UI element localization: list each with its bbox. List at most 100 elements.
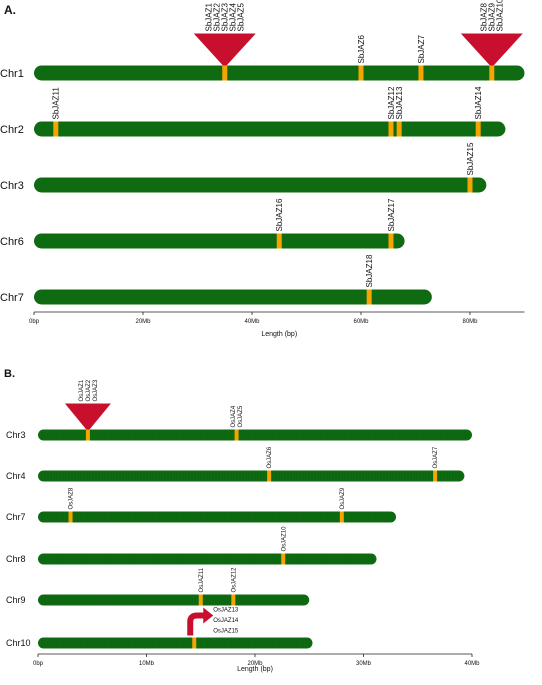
gene-marker <box>339 511 344 523</box>
gene-locus: OsJAZ1 OsJAZ2 OsJAZ3 <box>64 379 111 441</box>
gene-label: OsJAZ14 <box>213 618 239 624</box>
axis-tick-label: 20Mb <box>135 319 151 325</box>
gene-locus: SbJAZ8 SbJAZ9 SbJAZ10 <box>460 0 523 81</box>
axis-tick-label: 30Mb <box>356 661 372 667</box>
gene-marker <box>231 594 236 606</box>
gene-label: SbJAZ12 <box>387 86 396 119</box>
chromosome-row: Chr2 SbJAZ11 SbJAZ12 SbJAZ13 SbJAZ14 <box>0 86 506 137</box>
gene-label: OsJAZ3 <box>93 379 99 401</box>
gene-locus: OsJAZ6 <box>267 446 273 482</box>
gene-label: SbJAZ2 <box>213 2 222 31</box>
panel-b: B. Chr3 OsJAZ1 OsJAZ2 OsJAZ3 OsJAZ4 OsJAZ5 Chr4… <box>4 368 480 673</box>
gene-locus: SbJAZ16 <box>275 198 284 249</box>
axis-title: Length (bp) <box>261 331 297 338</box>
gene-locus: SbJAZ14 <box>474 86 483 137</box>
axis-tick-label: 10Mb <box>139 661 155 667</box>
gene-label: OsJAZ7 <box>433 446 439 468</box>
gene-locus: OsJAZ10 <box>281 526 287 565</box>
axis-tick-label: 80Mb <box>462 319 478 325</box>
gene-locus: OsJAZ7 <box>433 446 439 482</box>
gene-marker <box>433 470 438 482</box>
gene-marker <box>396 121 402 137</box>
chromosome-label: Chr3 <box>6 430 26 440</box>
gene-label: SbJAZ17 <box>387 198 396 231</box>
gene-label: SbJAZ7 <box>417 34 426 63</box>
chromosome-row: Chr1 SbJAZ1 SbJAZ2 SbJAZ3 SbJAZ4 SbJAZ5 SbJAZ6… <box>0 0 525 81</box>
chromosome-bar <box>38 594 310 606</box>
gene-label: OsJAZ4 <box>231 405 237 427</box>
gene-locus: SbJAZ1 SbJAZ2 SbJAZ3 SbJAZ4 SbJAZ5 <box>193 2 256 81</box>
chromosome-segments <box>41 512 394 522</box>
length-axis: 0bp 10Mb 20Mb 30Mb 40Mb Length (bp) <box>33 653 480 673</box>
chromosome-label: Chr9 <box>6 595 26 605</box>
gene-locus: SbJAZ6 <box>357 34 366 81</box>
gene-label: SbJAZ4 <box>229 2 238 31</box>
chromosome-row: Chr10 OsJAZ13 OsJAZ14 OsJAZ15 <box>6 607 313 649</box>
chromosome-label: Chr6 <box>0 236 24 248</box>
chromosome-segments <box>41 595 307 605</box>
chromosome-label: Chr4 <box>6 471 26 481</box>
duplication-arrow <box>187 612 205 636</box>
gene-label: OsJAZ8 <box>69 487 75 509</box>
chromosome-bar <box>38 470 465 482</box>
chromosome-segments <box>41 471 460 481</box>
gene-locus: SbJAZ13 <box>395 86 404 137</box>
gene-label: SbJAZ8 <box>480 2 489 31</box>
gene-label: OsJAZ15 <box>213 629 239 635</box>
duplication-arrowhead <box>203 607 214 624</box>
gene-locus: SbJAZ12 <box>387 86 396 137</box>
axis-tick-label: 60Mb <box>353 319 369 325</box>
gene-marker <box>388 121 394 137</box>
gene-label: SbJAZ3 <box>221 2 230 31</box>
gene-label: OsJAZ6 <box>267 446 273 468</box>
axis-tick-label: 40Mb <box>464 661 480 667</box>
gene-locus: SbJAZ15 <box>466 142 475 193</box>
axis-tick-label: 20Mb <box>247 661 263 667</box>
gene-marker <box>281 553 286 565</box>
axis-tick-label: 0bp <box>33 661 44 667</box>
gene-label: SbJAZ18 <box>365 254 374 287</box>
gene-label: OsJAZ11 <box>199 567 205 592</box>
gene-locus: SbJAZ17 <box>387 198 396 249</box>
gene-marker <box>418 65 424 81</box>
chromosome-segments <box>41 638 310 648</box>
chromosome-row: Chr7 OsJAZ8 OsJAZ9 <box>6 487 397 523</box>
gene-label: SbJAZ5 <box>237 2 246 31</box>
gene-label: SbJAZ9 <box>488 2 497 31</box>
gene-label: OsJAZ12 <box>231 567 237 593</box>
gene-marker <box>475 121 481 137</box>
chromosome-row: Chr6 SbJAZ16 SbJAZ17 <box>0 198 405 249</box>
gene-label: SbJAZ10 <box>496 0 505 32</box>
gene-locus: OsJAZ9 <box>339 487 346 523</box>
gene-marker <box>234 429 239 441</box>
chromosome-row: Chr4 OsJAZ6 OsJAZ7 <box>6 446 465 482</box>
chromosome-bar <box>34 121 506 137</box>
chromosome-label: Chr7 <box>0 292 24 304</box>
gene-marker <box>489 65 495 81</box>
tandem-cluster-marker <box>460 33 523 68</box>
chromosome-row: Chr3 SbJAZ15 <box>0 142 487 193</box>
chromosome-bar <box>34 233 405 249</box>
gene-marker <box>267 470 272 482</box>
length-axis: 0bp 20Mb 40Mb 60Mb 80Mb Length (bp) <box>29 311 525 338</box>
chromosome-bar <box>34 289 432 305</box>
gene-marker <box>388 233 394 249</box>
chromosome-bar <box>38 637 313 649</box>
gene-locus: OsJAZ12 <box>231 567 237 606</box>
gene-locus: SbJAZ11 <box>52 87 61 137</box>
gene-marker <box>192 637 197 649</box>
axis-tick-label: 40Mb <box>244 319 260 325</box>
chromosome-row: Chr3 OsJAZ1 OsJAZ2 OsJAZ3 OsJAZ4 OsJAZ5 <box>6 379 472 441</box>
gene-label: SbJAZ14 <box>474 86 483 119</box>
gene-label: OsJAZ9 <box>340 487 346 509</box>
chromosome-segments <box>41 554 373 564</box>
gene-label: OsJAZ1 <box>79 379 85 401</box>
gene-marker <box>366 289 372 305</box>
chromosome-label: Chr10 <box>6 638 31 648</box>
gene-label: SbJAZ6 <box>357 34 366 63</box>
gene-locus: OsJAZ13 OsJAZ14 OsJAZ15 <box>187 607 239 649</box>
gene-label: SbJAZ13 <box>395 86 404 119</box>
tandem-cluster-marker <box>193 33 256 68</box>
